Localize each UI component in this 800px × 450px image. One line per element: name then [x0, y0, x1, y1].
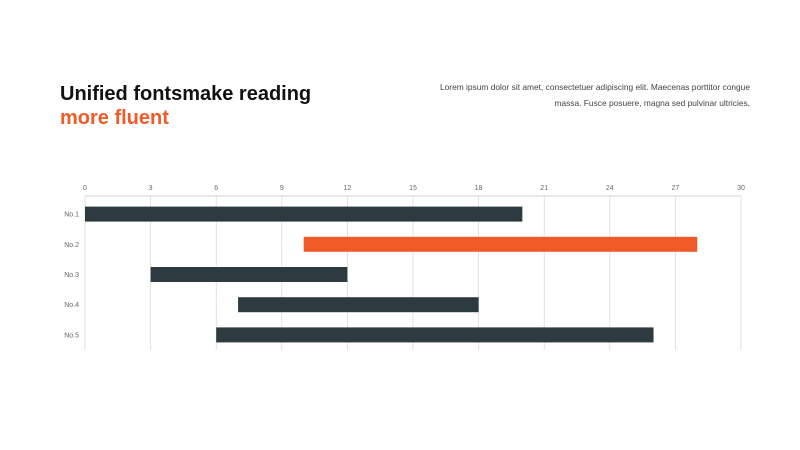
- category-label: No.1: [64, 212, 79, 219]
- category-label: No.4: [64, 302, 79, 309]
- x-tick-label: 6: [214, 185, 218, 192]
- x-tick-label: 15: [409, 185, 417, 192]
- bar-no-3: [150, 267, 348, 282]
- category-label: No.5: [64, 332, 79, 339]
- x-tick-label: 12: [344, 185, 352, 192]
- bar-no-4: [238, 297, 479, 313]
- category-label: No.3: [64, 272, 79, 279]
- x-tick-label: 9: [280, 185, 284, 192]
- x-tick-label: 27: [672, 185, 680, 192]
- bar-no-1: [85, 206, 523, 222]
- x-tick-label: 3: [149, 185, 153, 192]
- grid-lines: [84, 195, 742, 350]
- title-line-accent: more fluent: [60, 107, 169, 129]
- bars: [85, 206, 698, 343]
- category-labels: No.1 No.2 No.3 No.4 No.5: [64, 212, 79, 340]
- x-tick-label: 0: [83, 185, 87, 192]
- x-tick-label: 18: [475, 185, 483, 192]
- x-tick-label: 24: [606, 185, 614, 192]
- slide-title: Unified fontsmake reading more fluent: [60, 82, 311, 130]
- x-tick-label: 21: [540, 185, 548, 192]
- bar-no-2: [303, 236, 698, 252]
- x-tick-labels: 0 3 6 9 12 15 18 21 24 27 30: [83, 185, 745, 192]
- bar-no-5: [216, 327, 654, 343]
- description-text: Lorem ipsum dolor sit amet, consectetuer…: [439, 82, 750, 108]
- category-label: No.2: [64, 242, 79, 249]
- x-tick-label: 30: [737, 185, 745, 192]
- title-line-main: Unified fontsmake reading: [60, 83, 312, 105]
